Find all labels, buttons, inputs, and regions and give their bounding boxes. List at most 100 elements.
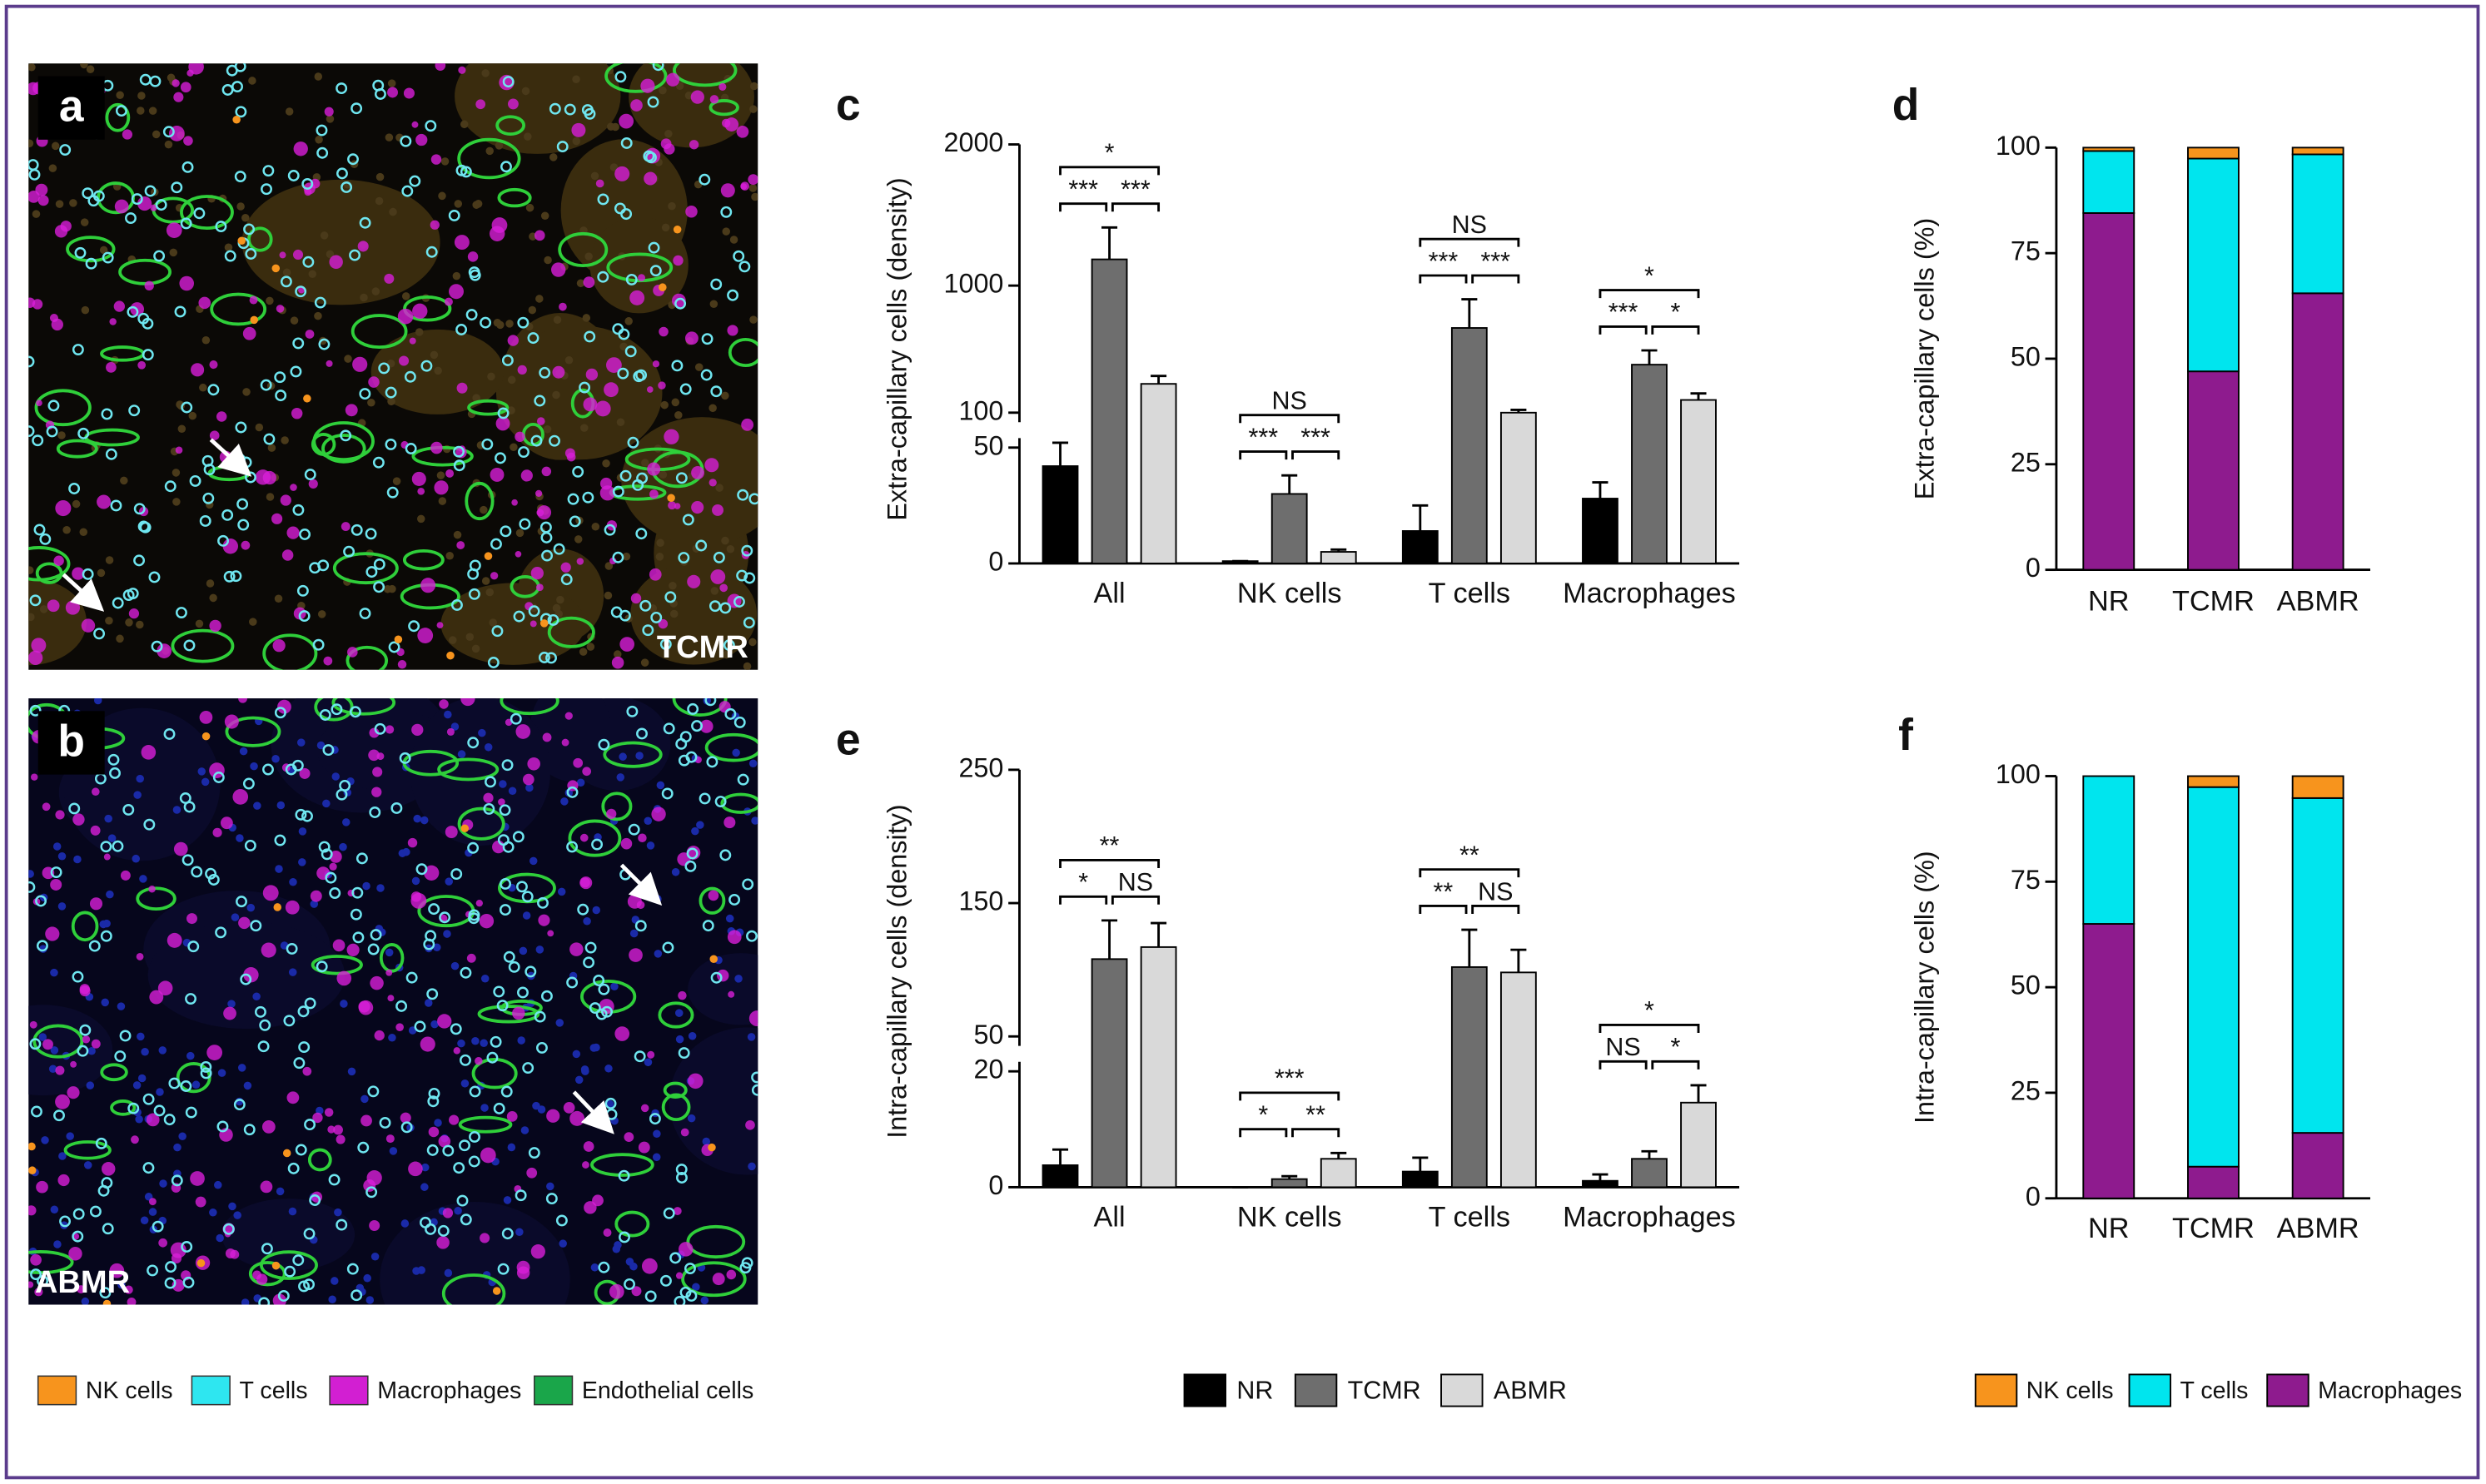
nucleus <box>535 945 544 954</box>
nucleus <box>51 141 60 151</box>
nucleus <box>370 1252 380 1261</box>
macrophage <box>718 701 731 713</box>
t-cell <box>331 703 343 716</box>
nucleus <box>80 218 89 226</box>
t-cell <box>109 767 121 779</box>
legend-label: T cells <box>2180 1377 2248 1404</box>
capillary <box>71 911 99 942</box>
macrophage <box>97 494 112 509</box>
nucleus <box>448 636 457 644</box>
macrophage <box>652 360 660 368</box>
nucleus <box>656 781 665 790</box>
macrophage <box>109 1263 125 1278</box>
nucleus <box>507 1143 516 1152</box>
significance-label: * <box>1644 261 1654 290</box>
significance-bracket <box>1419 274 1468 284</box>
bar <box>1042 465 1079 564</box>
error-bar <box>1151 921 1167 947</box>
t-cell <box>243 1124 256 1136</box>
t-cell <box>245 248 257 260</box>
t-cell <box>675 1172 688 1184</box>
macrophage <box>243 967 259 983</box>
macrophage <box>323 656 333 666</box>
macrophage <box>576 558 584 565</box>
nucleus <box>721 536 729 545</box>
nucleus <box>611 122 619 132</box>
t-cell <box>671 360 684 372</box>
nucleus <box>57 851 67 861</box>
nucleus <box>387 397 395 406</box>
macrophage <box>186 69 194 77</box>
t-cell <box>516 881 528 893</box>
nucleus <box>589 1044 599 1052</box>
macrophage <box>256 1273 268 1285</box>
t-cell <box>301 810 313 822</box>
t-cell <box>180 217 192 230</box>
significance-bracket <box>1651 325 1700 335</box>
t-cell <box>365 1186 378 1199</box>
nucleus <box>276 801 286 810</box>
nucleus <box>136 620 144 629</box>
macrophage <box>410 892 427 909</box>
error-bar <box>1052 441 1069 467</box>
t-cell <box>662 941 674 954</box>
t-cell <box>737 773 749 786</box>
nucleus <box>308 270 317 279</box>
nucleus <box>586 643 595 651</box>
significance-label: * <box>1078 868 1088 896</box>
macrophage <box>649 568 662 581</box>
t-cell <box>519 518 531 530</box>
capillary <box>311 955 363 975</box>
macrophage <box>336 970 352 986</box>
macrophage <box>490 572 499 580</box>
nucleus <box>66 1132 74 1140</box>
t-cell <box>370 929 382 941</box>
nk-cell <box>28 1166 37 1174</box>
nucleus <box>443 930 451 938</box>
nucleus <box>640 658 649 667</box>
nucleus <box>540 211 549 220</box>
nucleus <box>709 404 717 413</box>
nucleus <box>505 320 514 328</box>
macrophage <box>223 1006 236 1020</box>
bar-segment <box>2291 292 2344 571</box>
macrophage <box>60 221 72 232</box>
legend-label: Macrophages <box>377 1377 521 1404</box>
nucleus <box>152 130 161 139</box>
macrophage <box>644 171 658 186</box>
nucleus <box>281 436 289 444</box>
t-cell <box>235 421 247 434</box>
macrophage <box>411 121 419 128</box>
significance-bracket <box>1059 895 1108 905</box>
macrophage <box>358 1000 370 1013</box>
y-tick-label: 50 <box>973 1020 1003 1050</box>
t-cell <box>619 469 632 482</box>
nucleus <box>487 372 495 381</box>
macrophage <box>175 446 183 454</box>
t-cell <box>74 246 87 259</box>
t-cell <box>110 499 122 512</box>
bar <box>1091 258 1128 564</box>
t-cell <box>632 479 644 491</box>
nucleus <box>296 738 306 747</box>
macrophage <box>109 318 117 325</box>
t-cell <box>733 250 745 262</box>
t-cell <box>404 370 416 383</box>
t-cell <box>733 596 745 608</box>
nucleus <box>249 618 257 626</box>
nucleus <box>388 1033 396 1042</box>
t-cell <box>153 250 166 262</box>
macrophage <box>167 932 182 948</box>
capillary <box>661 1093 691 1122</box>
t-cell <box>262 165 275 177</box>
macrophage <box>490 467 505 482</box>
nucleus <box>434 1119 442 1127</box>
macrophage <box>550 262 566 277</box>
t-cell <box>340 429 352 442</box>
t-cell <box>428 1087 440 1099</box>
bar-segment <box>2187 146 2240 160</box>
t-cell <box>423 938 435 950</box>
macrophage <box>347 647 358 658</box>
nucleus <box>217 1069 226 1077</box>
macrophage <box>141 745 157 760</box>
